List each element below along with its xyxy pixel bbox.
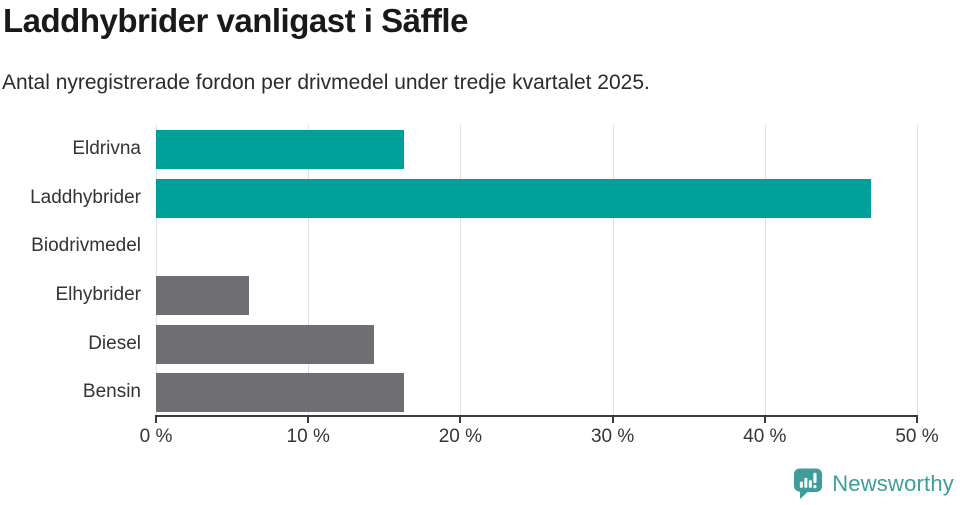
x-tick-label-30: 30 % [590, 426, 635, 447]
category-axis: Eldrivna Laddhybrider Biodrivmedel Elhybrid… [0, 125, 141, 417]
gridline-0 [156, 125, 157, 415]
newsworthy-logo-text: Newsworthy [832, 471, 954, 496]
x-tick-label-10: 10 % [286, 426, 330, 447]
bar-eldrivna [156, 129, 405, 169]
x-tick-label-50: 50 % [895, 426, 939, 447]
axis-tick-30 [611, 415, 614, 423]
chart-title: Laddhybrider vanligast i Säffle [3, 2, 468, 39]
x-tick-label-0: 0 % [139, 426, 173, 447]
axis-tick-40 [763, 415, 766, 423]
gridline-30 [612, 125, 614, 415]
category-label-laddhybrider: Laddhybrider [30, 186, 141, 208]
axis-tick-10 [307, 415, 310, 423]
category-label-bensin: Bensin [82, 381, 141, 403]
axis-tick-20 [459, 415, 462, 423]
category-label-diesel: Diesel [88, 332, 141, 354]
gridline-40 [764, 125, 766, 415]
category-label-biodrivmedel: Biodrivmedel [31, 235, 141, 257]
gridline-20 [460, 125, 462, 415]
category-label-elhybrider: Elhybrider [55, 283, 141, 305]
newsworthy-logo[interactable]: Newsworthy [793, 467, 954, 501]
bar-diesel [156, 324, 374, 364]
x-tick-label-40: 40 % [743, 426, 787, 447]
newsworthy-logo-icon [794, 468, 823, 499]
bar-elhybrider [156, 275, 249, 315]
bar-laddhybrider [156, 178, 872, 218]
x-tick-label-20: 20 % [438, 426, 483, 447]
gridline-10 [308, 125, 310, 415]
chart-subtitle: Antal nyregistrerade fordon per drivmede… [2, 71, 650, 94]
gridline-50 [917, 125, 918, 415]
bar-chart-plot-area [155, 125, 918, 423]
bar-bensin [156, 373, 405, 413]
category-label-eldrivna: Eldrivna [72, 138, 141, 159]
axis-tick-50 [916, 415, 918, 423]
axis-tick-0 [155, 415, 157, 423]
